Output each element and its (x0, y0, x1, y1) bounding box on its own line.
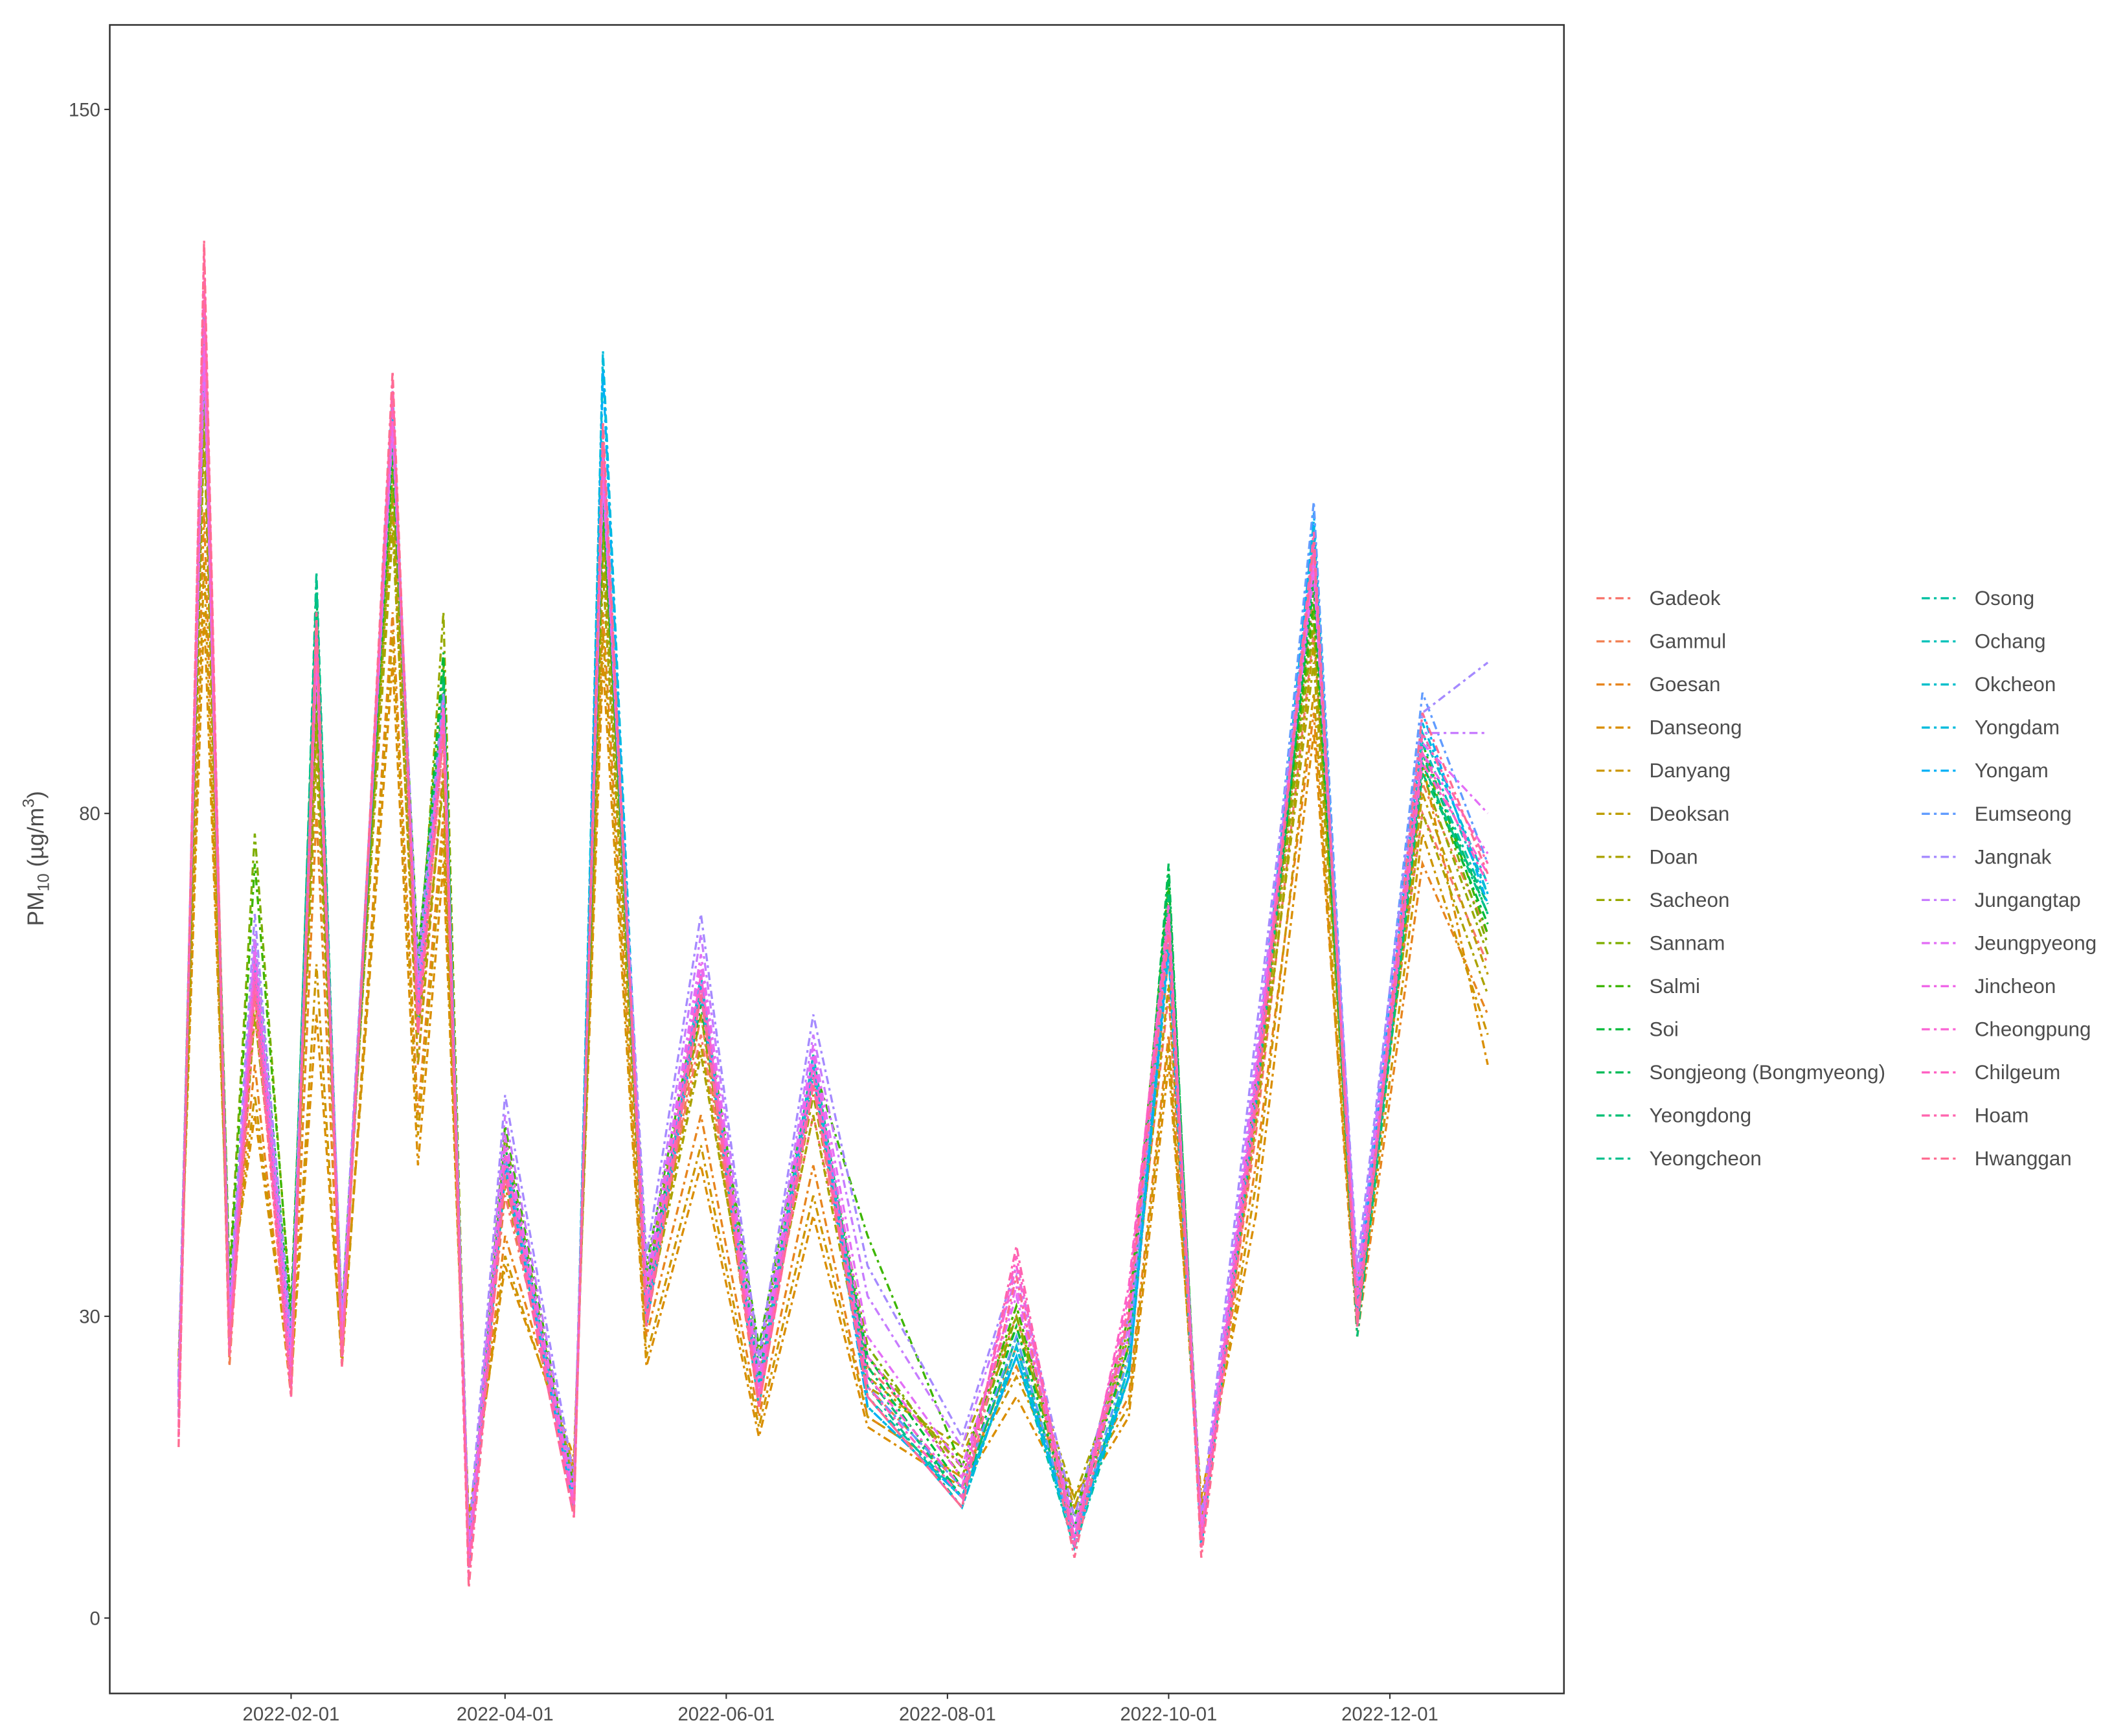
y-tick-label: 80 (79, 803, 100, 825)
series-line (177, 321, 1489, 1558)
x-tick-label: 2022-02-01 (243, 1704, 340, 1725)
legend-label: Gammul (1650, 630, 1727, 653)
series-line (177, 350, 1488, 1548)
legend-label: Ochang (1975, 630, 2046, 653)
legend-label: Soi (1650, 1018, 1679, 1040)
legend-label: Yeongdong (1650, 1104, 1752, 1127)
y-axis-title-part: (µg/m (23, 808, 49, 874)
series-line (177, 250, 1489, 1578)
legend-label: Songjeong (Bongmyeong) (1650, 1061, 1886, 1084)
legend-label: Okcheon (1975, 673, 2056, 696)
legend-label: Yeongcheon (1650, 1147, 1762, 1170)
panel-border (109, 24, 1565, 1695)
legend-label: Cheongpung (1975, 1018, 2091, 1040)
legend-label: Hoam (1975, 1104, 2029, 1127)
series-line (177, 431, 1489, 1538)
series-line (177, 240, 1489, 1588)
y-axis-title-sub: 10 (34, 873, 52, 891)
y-tick-label: 0 (90, 1608, 100, 1629)
legend-label: Jincheon (1975, 975, 2056, 998)
legend-label: Doan (1650, 845, 1698, 868)
legend-label: Jeungpyeong (1975, 931, 2097, 954)
x-tick-label: 2022-04-01 (457, 1704, 554, 1725)
y-tick-label: 30 (79, 1307, 100, 1328)
legend-label: Jungangtap (1975, 889, 2081, 911)
legend-label: Sannam (1650, 931, 1725, 954)
legend-label: Gadeok (1650, 587, 1721, 610)
legend-label: Yongam (1975, 759, 2049, 782)
series-line (177, 511, 1489, 1528)
y-axis-title-sup: 3 (19, 799, 38, 808)
y-axis-title-part: PM (23, 891, 49, 926)
legend-label: Deoksan (1650, 803, 1730, 825)
y-axis-title: PM10 (µg/m3) (19, 791, 52, 926)
legend-label: Osong (1975, 587, 2034, 610)
x-tick-label: 2022-12-01 (1341, 1704, 1438, 1725)
legend-label: Salmi (1650, 975, 1700, 998)
legend-label: Jangnak (1975, 845, 2052, 868)
x-tick-label: 2022-08-01 (899, 1704, 996, 1725)
y-tick-label: 150 (69, 99, 100, 120)
legend-label: Hwanggan (1975, 1147, 2072, 1170)
x-tick-label: 2022-06-01 (677, 1704, 775, 1725)
x-tick-label: 2022-10-01 (1120, 1704, 1218, 1725)
legend-label: Sacheon (1650, 889, 1730, 911)
legend-label: Chilgeum (1975, 1061, 2061, 1084)
legend-label: Danyang (1650, 759, 1731, 782)
legend-label: Yongdam (1975, 716, 2060, 739)
legend-label: Goesan (1650, 673, 1721, 696)
y-axis-title-part: ) (23, 791, 49, 799)
legend-label: Danseong (1650, 716, 1742, 739)
legend-label: Eumseong (1975, 803, 2072, 825)
